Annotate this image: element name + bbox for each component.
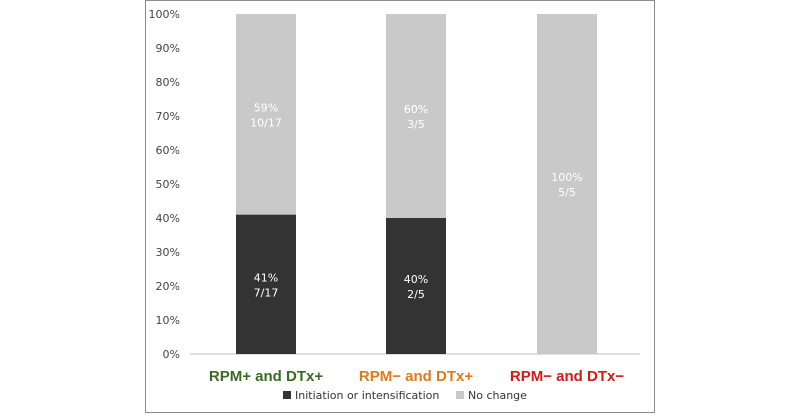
bar-segment (537, 14, 597, 354)
legend-label: No change (468, 389, 527, 402)
bar-count-label: 2/5 (407, 288, 425, 301)
bar-count-label: 7/17 (254, 286, 279, 299)
y-tick-label: 90% (156, 42, 180, 55)
bar-segment (236, 214, 296, 354)
bar-percent-label: 100% (551, 171, 582, 184)
bar-percent-label: 60% (404, 103, 428, 116)
y-tick-label: 50% (156, 178, 180, 191)
legend-swatch (456, 391, 464, 399)
y-tick-label: 100% (149, 8, 180, 21)
bar-count-label: 5/5 (558, 186, 576, 199)
bar-percent-label: 40% (404, 273, 428, 286)
y-tick-label: 20% (156, 280, 180, 293)
category-label: RPM− and DTx+ (359, 368, 473, 385)
y-tick-label: 40% (156, 212, 180, 225)
y-tick-label: 80% (156, 76, 180, 89)
legend-label: Initiation or intensification (295, 389, 439, 402)
bar-segment (236, 14, 296, 215)
bar-segment (386, 14, 446, 218)
category-label: RPM− and DTx− (510, 368, 624, 385)
bar-segment (386, 218, 446, 354)
bar-percent-label: 59% (254, 101, 278, 114)
y-tick-label: 70% (156, 110, 180, 123)
category-label: RPM+ and DTx+ (209, 368, 323, 385)
y-tick-label: 60% (156, 144, 180, 157)
bar-count-label: 10/17 (250, 116, 282, 129)
legend-swatch (283, 391, 291, 399)
bar-count-label: 3/5 (407, 118, 425, 131)
y-tick-label: 0% (163, 348, 180, 361)
y-tick-label: 30% (156, 246, 180, 259)
y-tick-label: 10% (156, 314, 180, 327)
bar-percent-label: 41% (254, 271, 278, 284)
